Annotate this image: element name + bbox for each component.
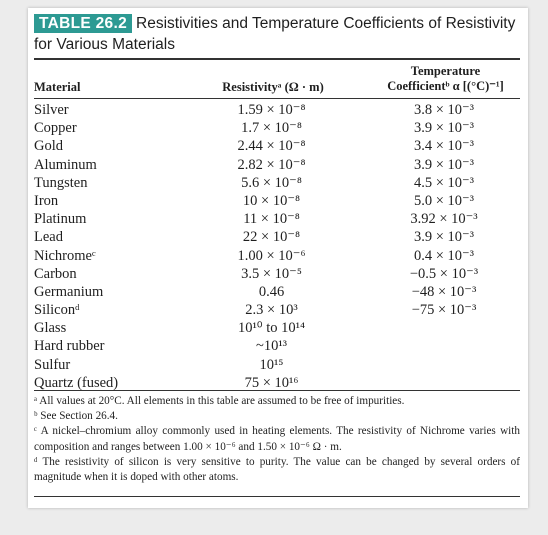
- coefficient-cell: 3.9 × 10⁻³: [413, 229, 475, 246]
- resistivity-cell: 10¹⁰ to 10¹⁴: [237, 320, 306, 337]
- resistivity-cell: 1.00 × 10⁻⁶: [237, 247, 306, 264]
- table-number-badge: TABLE 26.2: [34, 14, 132, 33]
- table-card: TABLE 26.2 Resistivities and Temperature …: [28, 8, 528, 508]
- resistivity-cell: 11 × 10⁻⁸: [243, 211, 300, 228]
- body-bottom-rule: [34, 390, 520, 391]
- table-row: Platinum 11 × 10⁻⁸ 3.92 × 10⁻³: [34, 210, 524, 228]
- coefficient-cell: 0.4 × 10⁻³: [413, 247, 475, 264]
- material-cell: Gold: [34, 138, 63, 155]
- resistivity-cell: 2.82 × 10⁻⁸: [237, 156, 306, 173]
- material-cell: Germanium: [34, 283, 104, 300]
- material-cell: Nichromeᶜ: [34, 247, 96, 264]
- table-title: TABLE 26.2 Resistivities and Temperature …: [34, 14, 524, 33]
- footnote-b: ᵇ See Section 26.4.: [34, 410, 118, 423]
- resistivity-cell: 3.5 × 10⁻⁵: [241, 265, 302, 282]
- header-rule: [34, 98, 520, 99]
- material-cell: Platinum: [34, 211, 87, 228]
- table-row: Iron 10 × 10⁻⁸ 5.0 × 10⁻³: [34, 192, 524, 210]
- resistivity-cell: 1.7 × 10⁻⁸: [241, 120, 302, 137]
- footnote-d: ᵈ The resistivity of silicon is very sen…: [34, 455, 520, 484]
- table-row: Copper 1.7 × 10⁻⁸ 3.9 × 10⁻³: [34, 119, 524, 137]
- coefficient-cell: 3.8 × 10⁻³: [413, 102, 475, 118]
- table-row: Germanium 0.46 −48 × 10⁻³: [34, 283, 524, 301]
- table-row: Lead 22 × 10⁻⁸ 3.9 × 10⁻³: [34, 228, 524, 246]
- resistivity-cell: 2.44 × 10⁻⁸: [237, 138, 306, 155]
- resistivity-cell: 1.59 × 10⁻⁸: [237, 102, 306, 118]
- table-row: Aluminum 2.82 × 10⁻⁸ 3.9 × 10⁻³: [34, 156, 524, 174]
- table-row: Gold 2.44 × 10⁻⁸ 3.4 × 10⁻³: [34, 137, 524, 155]
- footnotes: ᵃ All values at 20°C. All elements in th…: [34, 394, 520, 485]
- resistivity-cell: 0.46: [258, 283, 285, 300]
- header-coef-line1: Temperature: [410, 64, 481, 78]
- coefficient-cell: 5.0 × 10⁻³: [413, 192, 475, 209]
- coefficient-cell: 3.9 × 10⁻³: [413, 120, 475, 137]
- coefficient-cell: −0.5 × 10⁻³: [409, 265, 479, 282]
- resistivity-cell: 2.3 × 10³: [245, 302, 298, 319]
- resistivity-cell: 10 × 10⁻⁸: [242, 192, 301, 209]
- resistivity-cell: 5.6 × 10⁻⁸: [241, 174, 302, 191]
- material-cell: Silver: [34, 102, 69, 118]
- table-row: Sulfur 10¹⁵: [34, 356, 524, 374]
- table-row: Carbon 3.5 × 10⁻⁵ −0.5 × 10⁻³: [34, 265, 524, 283]
- coefficient-cell: 3.9 × 10⁻³: [413, 156, 475, 173]
- material-cell: Lead: [34, 229, 63, 246]
- material-cell: Tungsten: [34, 174, 88, 191]
- material-cell: Carbon: [34, 265, 77, 282]
- coefficient-cell: −48 × 10⁻³: [411, 283, 477, 300]
- coefficient-cell: −75 × 10⁻³: [411, 302, 477, 319]
- material-cell: Copper: [34, 120, 77, 137]
- material-cell: Hard rubber: [34, 338, 105, 355]
- material-cell: Siliconᵈ: [34, 302, 80, 319]
- footnote-c: ᶜ A nickel–chromium alloy commonly used …: [34, 425, 520, 453]
- table-row: Glass 10¹⁰ to 10¹⁴: [34, 319, 524, 337]
- table-row: Nichromeᶜ 1.00 × 10⁻⁶ 0.4 × 10⁻³: [34, 247, 524, 265]
- table-title-line1: Resistivities and Temperature Coefficien…: [136, 15, 516, 32]
- table-row: Silver 1.59 × 10⁻⁸ 3.8 × 10⁻³: [34, 101, 524, 119]
- table-title-line2: for Various Materials: [34, 36, 175, 53]
- material-cell: Quartz (fused): [34, 374, 119, 391]
- resistivity-cell: ~10¹³: [255, 338, 288, 355]
- table-end-rule: [34, 496, 520, 497]
- table-row: Hard rubber ~10¹³: [34, 337, 524, 355]
- resistivity-cell: 22 × 10⁻⁸: [242, 229, 301, 246]
- resistivity-cell: 75 × 10¹⁶: [244, 374, 299, 391]
- table-row: Siliconᵈ 2.3 × 10³ −75 × 10⁻³: [34, 301, 524, 319]
- material-cell: Sulfur: [34, 356, 71, 373]
- header-material: Material: [34, 80, 81, 94]
- top-rule: [34, 58, 520, 60]
- material-cell: Aluminum: [34, 156, 97, 173]
- coefficient-cell: 3.92 × 10⁻³: [410, 211, 478, 228]
- coefficient-cell: 4.5 × 10⁻³: [413, 174, 475, 191]
- table-body: Silver 1.59 × 10⁻⁸ 3.8 × 10⁻³ Copper 1.7 × …: [34, 101, 524, 392]
- coefficient-cell: 3.4 × 10⁻³: [413, 138, 475, 155]
- material-cell: Iron: [34, 192, 59, 209]
- footnote-a: ᵃ All values at 20°C. All elements in th…: [34, 395, 405, 407]
- header-temperature-coefficient: Temperature Coefficientᵇ α [(°C)⁻¹]: [368, 64, 523, 94]
- header-coef-line2: Coefficientᵇ α [(°C)⁻¹]: [387, 79, 504, 93]
- table-row: Tungsten 5.6 × 10⁻⁸ 4.5 × 10⁻³: [34, 174, 524, 192]
- material-cell: Glass: [34, 320, 67, 337]
- table-row: Quartz (fused) 75 × 10¹⁶: [34, 374, 524, 392]
- header-resistivity: Resistivityᵃ (Ω · m): [222, 80, 324, 94]
- resistivity-cell: 10¹⁵: [259, 356, 284, 373]
